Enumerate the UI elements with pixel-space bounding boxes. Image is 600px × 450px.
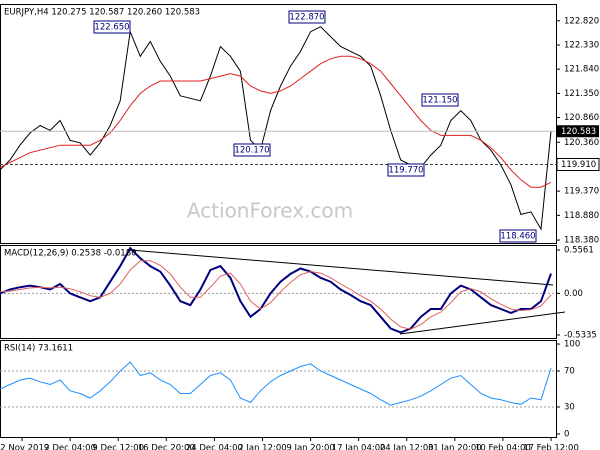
- annotation: 121.150: [422, 96, 457, 106]
- series-line: [0, 361, 552, 406]
- y-tick-label: 120.860: [564, 113, 599, 123]
- annotation: 122.870: [289, 13, 324, 23]
- y-tick-label: -0.5335: [564, 330, 597, 340]
- annotation: 118.460: [500, 232, 535, 242]
- last-price-label: 120.583: [561, 127, 596, 137]
- x-tick-label: 16 Dec 20:00: [138, 444, 195, 450]
- x-tick-label: 31 Jan 20:00: [428, 444, 482, 450]
- annotation-box: [499, 229, 537, 243]
- x-tick-label: 10 Feb 04:00: [475, 444, 531, 450]
- y-tick-label: 118.380: [564, 236, 599, 246]
- series-line: [0, 26, 552, 231]
- annotation-box: [288, 10, 326, 24]
- series-line: [0, 260, 552, 330]
- panel-title: MACD(12,26,9) 0.2538 -0.0180: [4, 249, 137, 259]
- x-tick-label: 2 Jan 12:00: [238, 444, 286, 450]
- annotation: 119.770: [388, 166, 423, 176]
- y-tick-label: 121.840: [564, 65, 599, 75]
- y-tick-label: 119.370: [564, 187, 599, 197]
- x-tick-label: 9 Dec 12:00: [92, 444, 144, 450]
- y-tick-label: 100: [564, 340, 580, 350]
- panel-title: EURJPY,H4 120.275 120.587 120.260 120.58…: [4, 8, 200, 18]
- x-tick-label: 17 Jan 04:00: [332, 444, 386, 450]
- x-tick-label: 2 Dec 04:00: [44, 444, 96, 450]
- y-tick-label: 0.00: [564, 289, 583, 299]
- annotation: 122.650: [94, 23, 129, 33]
- y-tick-label: 120.360: [564, 138, 599, 148]
- annotation-box: [421, 93, 459, 107]
- annotation-box: [387, 163, 425, 177]
- panel-border: [0, 4, 557, 244]
- series-line: [0, 246, 552, 334]
- x-tick-label: 24 Dec 04:00: [186, 444, 243, 450]
- y-tick-label: 0: [564, 429, 569, 439]
- y-tick-label: 122.820: [564, 16, 599, 26]
- series-line: [0, 55, 552, 188]
- y-tick-label: 121.350: [564, 89, 599, 99]
- annotation: 120.170: [234, 146, 269, 156]
- y-tick-label: 118.880: [564, 211, 599, 221]
- y-tick-label: 0.5561: [564, 246, 594, 256]
- watermark: ActionForex.com: [187, 199, 353, 223]
- x-tick-label: 17 Feb 12:00: [523, 444, 579, 450]
- y-tick-label: 70: [564, 367, 575, 377]
- x-tick-label: 24 Jan 12:00: [380, 444, 434, 450]
- panel-title: RSI(14) 73.1611: [4, 344, 73, 354]
- trend-line: [129, 249, 554, 286]
- y-tick-label: 122.330: [564, 40, 599, 50]
- x-tick-label: 9 Jan 20:00: [286, 444, 334, 450]
- annotation-box: [233, 143, 271, 157]
- y-tick-label: 30: [564, 402, 575, 412]
- price-level-label: 119.910: [561, 160, 596, 170]
- annotation-box: [93, 20, 131, 34]
- x-tick-label: 22 Nov 2019: [0, 444, 49, 450]
- last-price-box: [557, 125, 599, 138]
- trend-line: [399, 311, 566, 335]
- price-level-box: [556, 157, 600, 171]
